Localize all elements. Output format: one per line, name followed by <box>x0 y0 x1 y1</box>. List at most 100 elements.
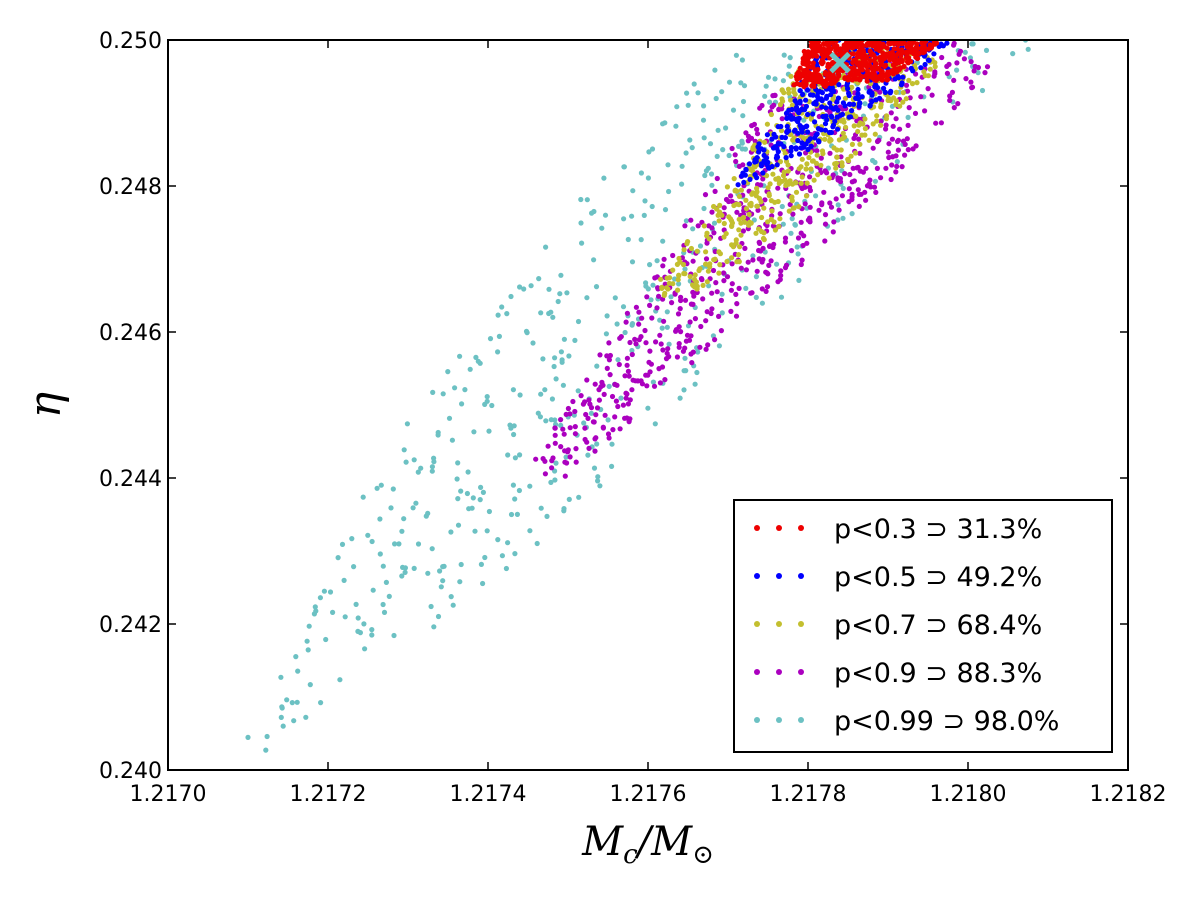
data-point <box>740 228 747 234</box>
data-point <box>536 276 542 282</box>
data-point <box>413 500 419 506</box>
data-point <box>912 110 919 116</box>
data-point <box>742 219 748 225</box>
data-point <box>759 102 765 109</box>
data-point <box>380 563 386 569</box>
data-point <box>391 632 397 639</box>
data-point <box>775 198 781 205</box>
data-point <box>918 94 924 100</box>
legend-swatch-dot <box>776 525 782 531</box>
data-point <box>736 252 742 258</box>
data-point <box>835 217 841 223</box>
data-point <box>902 152 908 158</box>
data-point <box>982 70 988 76</box>
data-point <box>660 121 666 127</box>
data-point <box>858 46 864 53</box>
data-point <box>814 53 820 59</box>
data-point <box>874 113 880 119</box>
data-point <box>788 230 794 236</box>
data-point <box>678 297 684 304</box>
data-point <box>922 108 928 114</box>
data-point <box>867 48 873 54</box>
x-axis-label-sub2: ⊙ <box>692 840 714 870</box>
data-point <box>660 263 666 269</box>
data-point <box>607 352 614 359</box>
legend-swatch-dot <box>798 525 804 531</box>
data-point <box>799 174 805 180</box>
data-point <box>573 446 579 452</box>
data-point <box>927 66 933 72</box>
data-point <box>736 285 742 291</box>
data-point <box>754 203 761 209</box>
data-point <box>822 121 829 127</box>
data-point <box>678 329 684 335</box>
data-point <box>486 508 492 515</box>
scatter-points <box>245 34 1031 753</box>
data-point <box>472 528 478 534</box>
data-point <box>838 154 844 160</box>
data-point <box>516 487 523 494</box>
data-point <box>524 330 530 336</box>
data-point <box>851 101 857 107</box>
data-point <box>280 723 286 729</box>
data-point <box>355 615 361 621</box>
data-point <box>610 427 616 433</box>
data-point <box>947 93 953 99</box>
data-point <box>620 304 627 310</box>
legend-label: p<0.99 ⊃ 98.0% <box>834 706 1059 737</box>
data-point <box>824 170 830 176</box>
data-point <box>581 420 587 426</box>
data-point <box>330 609 336 616</box>
data-point <box>700 282 706 288</box>
legend: p<0.3 ⊃ 31.3% p<0.5 ⊃ 49.2% p<0.7 ⊃ 68.4% p… <box>733 499 1113 753</box>
data-point <box>857 100 863 106</box>
data-point <box>362 646 368 652</box>
data-point <box>842 171 848 177</box>
data-point <box>565 405 572 412</box>
data-point <box>641 212 647 218</box>
data-point <box>306 623 312 629</box>
data-point <box>446 415 453 421</box>
data-point <box>714 289 720 295</box>
data-point <box>721 205 727 211</box>
data-point <box>938 34 943 39</box>
data-point <box>534 540 540 547</box>
data-point <box>834 43 840 49</box>
data-point <box>399 528 405 534</box>
data-point <box>458 561 464 568</box>
data-point <box>353 601 359 608</box>
data-point <box>357 630 363 636</box>
data-point <box>714 175 720 182</box>
data-point <box>746 161 753 167</box>
data-point <box>435 613 442 620</box>
data-point <box>788 144 795 151</box>
data-point <box>674 354 681 360</box>
series-p<0.3 <box>791 40 940 90</box>
data-point <box>812 119 818 125</box>
data-point <box>313 608 319 614</box>
data-point <box>791 205 797 211</box>
data-point <box>687 319 693 325</box>
data-point <box>732 187 738 193</box>
data-point <box>438 584 444 590</box>
data-point <box>699 277 705 283</box>
data-point <box>893 116 899 122</box>
x-axis-label-sep: /M <box>634 819 693 865</box>
data-point <box>726 79 733 85</box>
legend-label: p<0.3 ⊃ 31.3% <box>834 514 1042 545</box>
data-point <box>855 91 861 97</box>
legend-box <box>733 499 1113 753</box>
data-point <box>647 348 653 354</box>
data-point <box>792 127 798 133</box>
data-point <box>510 431 517 438</box>
data-point <box>307 682 313 688</box>
data-point <box>769 208 775 214</box>
data-point <box>563 454 569 460</box>
data-point <box>758 182 764 188</box>
data-point <box>644 294 650 300</box>
data-point <box>838 147 844 153</box>
data-point <box>854 70 860 76</box>
data-point <box>566 496 572 502</box>
data-point <box>819 57 825 63</box>
data-point <box>659 285 665 291</box>
